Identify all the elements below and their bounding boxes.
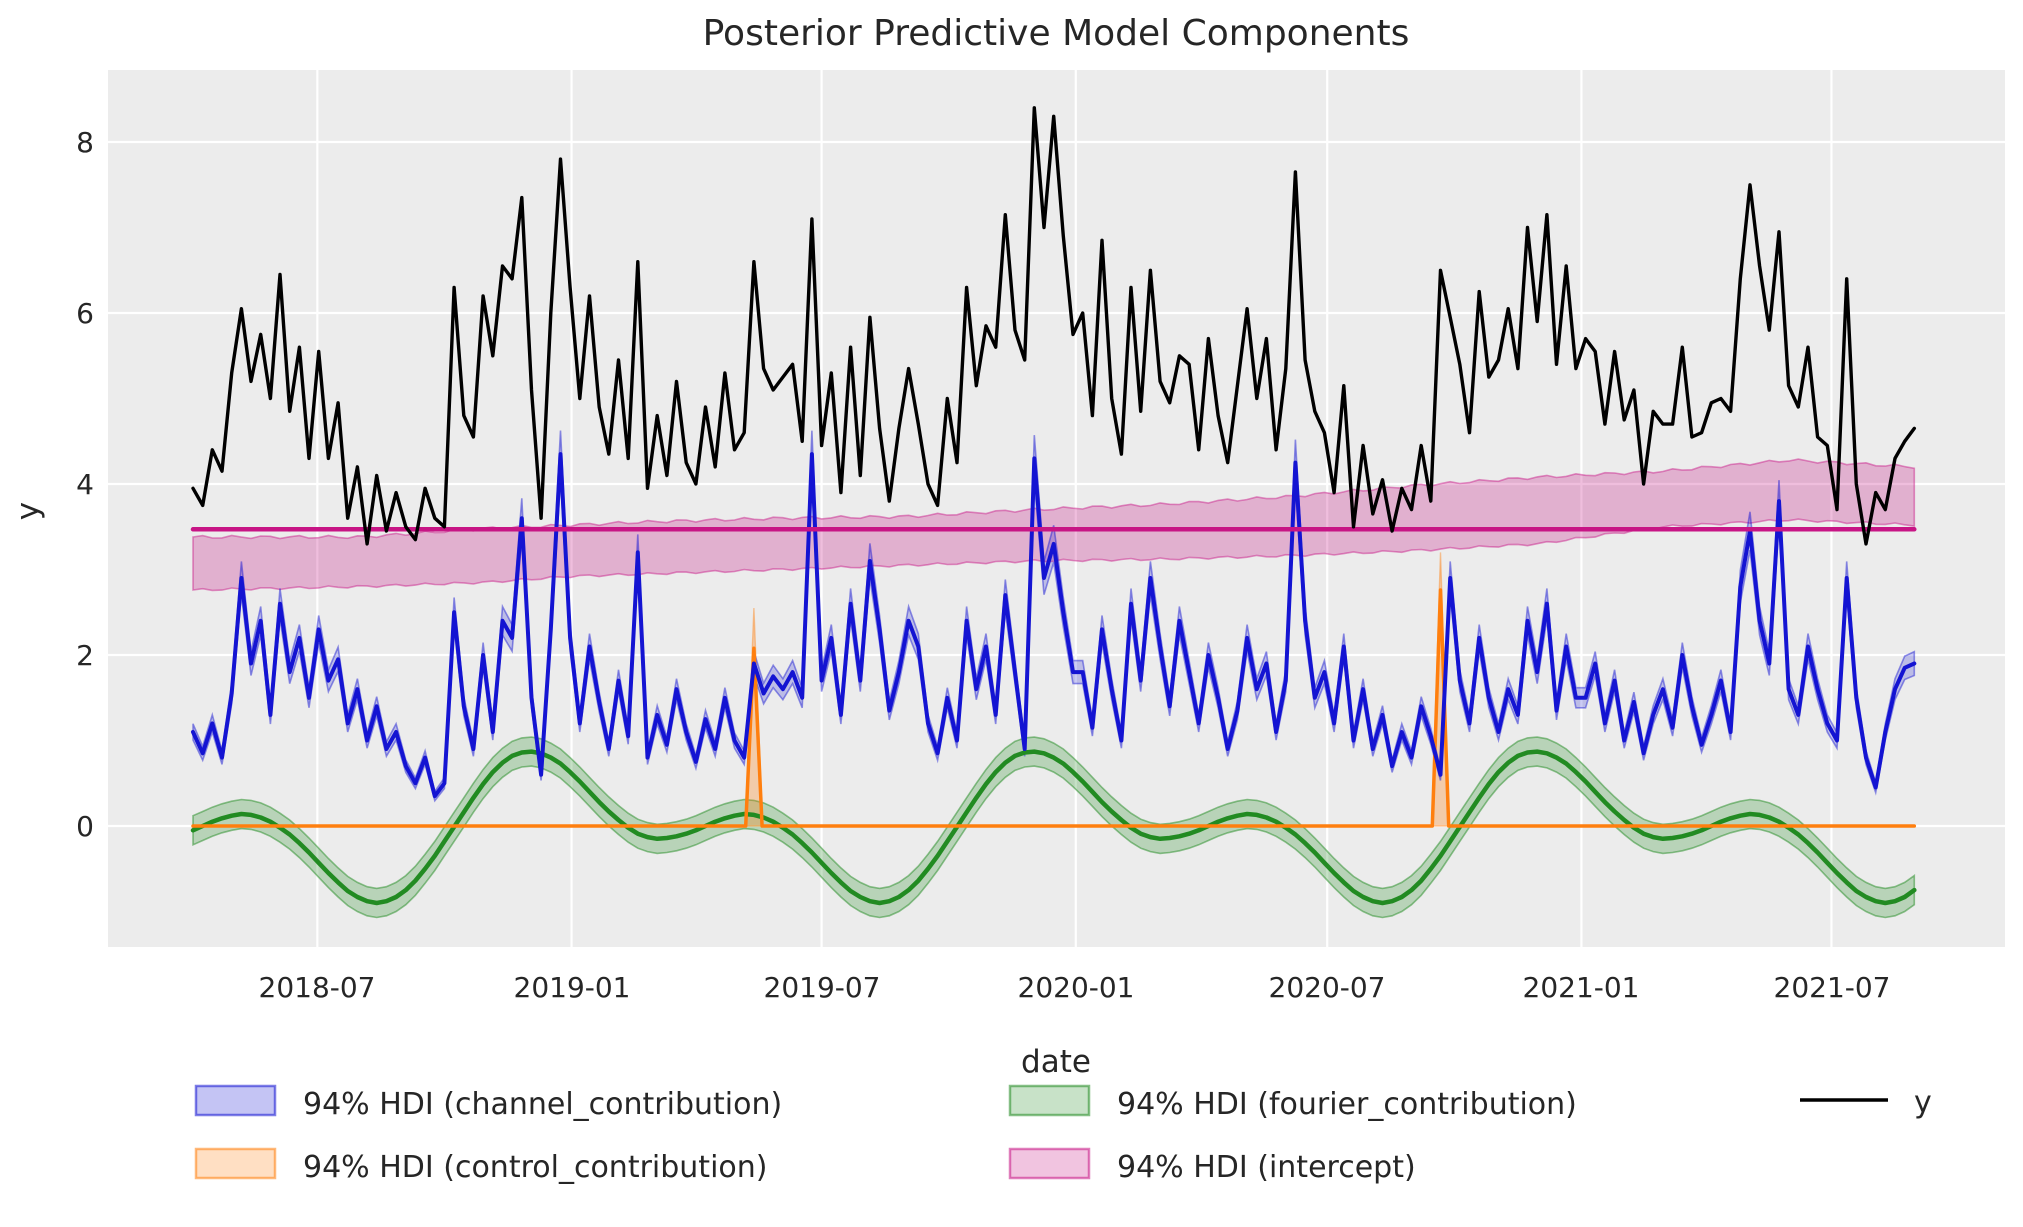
- legend-label-fourier: 94% HDI (fourier_contribution): [1117, 1087, 1577, 1122]
- chart-title: Posterior Predictive Model Components: [703, 13, 1410, 54]
- x-tick-labels: 2018-07 2019-01 2019-07 2020-01 2020-07 …: [259, 971, 1891, 1004]
- y-tick-labels: 0 2 4 6 8: [76, 126, 94, 843]
- legend-label-y: y: [1914, 1085, 1932, 1120]
- x-tick-2019-01: 2019-01: [514, 971, 631, 1004]
- legend-swatch-intercept: [1008, 1147, 1091, 1180]
- x-tick-2019-07: 2019-07: [764, 971, 881, 1004]
- x-tick-2021-07: 2021-07: [1774, 971, 1891, 1004]
- gridlines: [108, 70, 2005, 947]
- fourier-hdi-band: [192, 736, 1916, 919]
- x-tick-2021-01: 2021-01: [1523, 971, 1640, 1004]
- y-axis-label: y: [10, 502, 46, 520]
- legend-swatch-channel: [194, 1084, 277, 1117]
- y-tick-4: 4: [76, 468, 94, 501]
- y-line: [191, 106, 1917, 546]
- x-tick-2020-01: 2020-01: [1018, 971, 1135, 1004]
- control-mean-line: [191, 588, 1917, 828]
- series-layer: [190, 106, 1917, 919]
- x-axis-label: date: [1021, 1044, 1091, 1080]
- x-tick-2020-07: 2020-07: [1269, 971, 1386, 1004]
- y-tick-2: 2: [76, 639, 94, 672]
- legend-label-channel: 94% HDI (channel_contribution): [303, 1087, 782, 1122]
- fourier-mean-line: [190, 749, 1917, 906]
- plot-area: [108, 70, 2005, 947]
- y-tick-8: 8: [76, 126, 94, 159]
- intercept-hdi-band: [192, 458, 1916, 592]
- legend: 94% HDI (channel_contribution) 94% HDI (…: [194, 1084, 1932, 1185]
- channel-mean-line: [191, 452, 1917, 799]
- legend-swatch-control: [194, 1147, 277, 1180]
- legend-label-intercept: 94% HDI (intercept): [1117, 1150, 1416, 1185]
- x-tick-2018-07: 2018-07: [259, 971, 376, 1004]
- y-tick-0: 0: [76, 810, 94, 843]
- y-tick-6: 6: [76, 297, 94, 330]
- legend-label-control: 94% HDI (control_contribution): [303, 1150, 767, 1185]
- legend-swatch-fourier: [1008, 1084, 1091, 1117]
